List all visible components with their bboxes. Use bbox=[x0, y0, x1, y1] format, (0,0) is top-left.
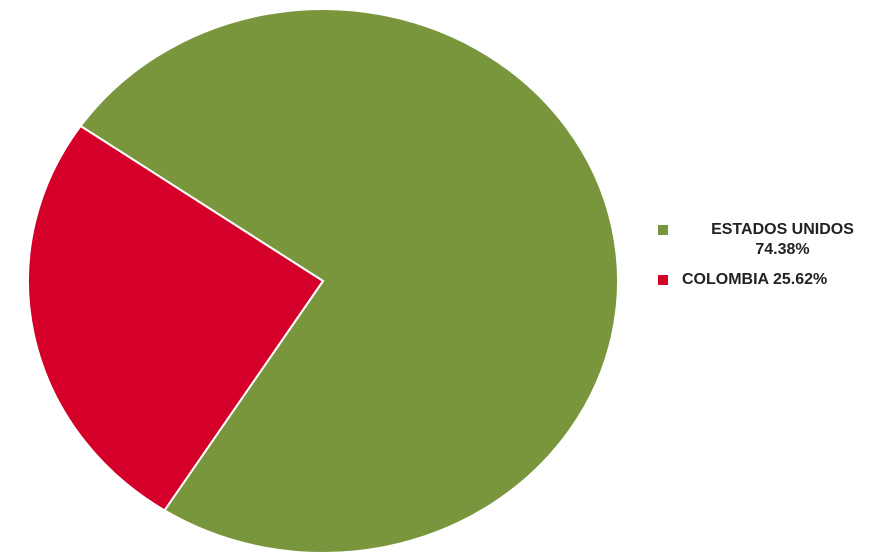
legend-item-estados-unidos: ESTADOS UNIDOS 74.38% bbox=[658, 220, 883, 260]
legend-label-colombia: COLOMBIA 25.62% bbox=[682, 271, 828, 288]
slice-estados-unidos bbox=[79, 7, 619, 554]
legend-swatch-estados-unidos bbox=[658, 225, 668, 235]
legend-swatch-colombia bbox=[658, 275, 668, 285]
slice-colombia bbox=[27, 124, 325, 512]
pie-slices bbox=[27, 7, 619, 554]
legend: ESTADOS UNIDOS 74.38% COLOMBIA 25.62% bbox=[658, 220, 883, 300]
legend-item-colombia: COLOMBIA 25.62% bbox=[658, 270, 883, 290]
legend-label-estados-unidos: ESTADOS UNIDOS 74.38% bbox=[711, 221, 854, 258]
